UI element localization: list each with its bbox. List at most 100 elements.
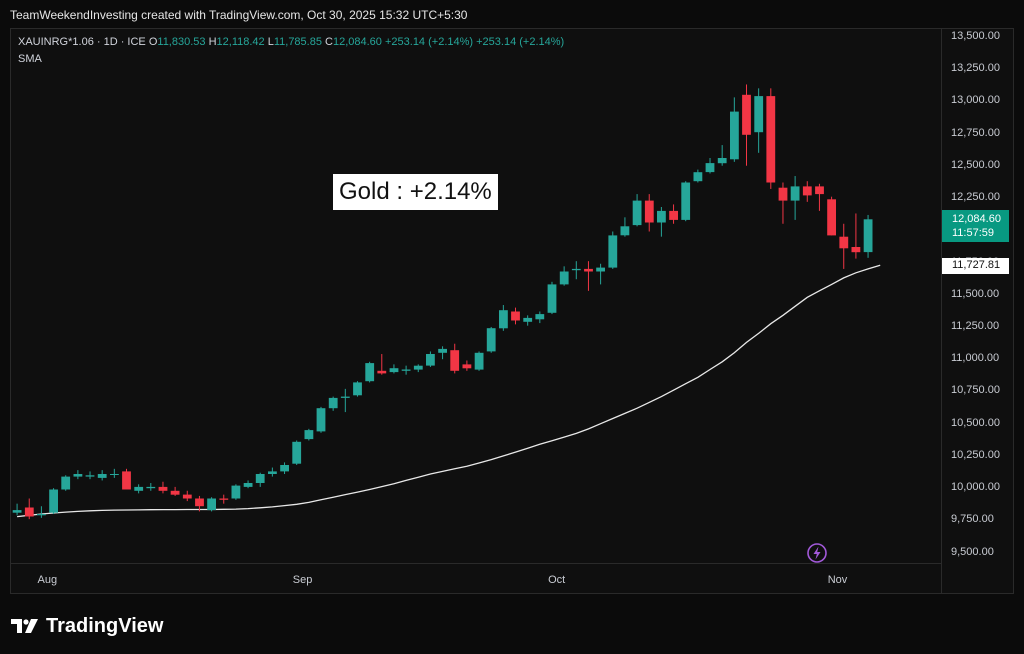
candle[interactable] — [620, 217, 630, 237]
candle[interactable] — [815, 183, 824, 211]
candle[interactable] — [742, 84, 751, 166]
candle[interactable] — [766, 88, 776, 189]
candle[interactable] — [693, 169, 703, 183]
candle[interactable] — [778, 182, 788, 224]
sma-price-value: 11,727.81 — [952, 259, 1001, 271]
candle[interactable] — [146, 483, 156, 491]
candle[interactable] — [49, 488, 58, 514]
candle[interactable] — [134, 484, 144, 494]
candle[interactable] — [523, 315, 533, 326]
candle-body — [328, 397, 338, 409]
candle[interactable] — [292, 440, 302, 465]
candle[interactable] — [438, 346, 447, 360]
candle[interactable] — [571, 261, 581, 280]
candle[interactable] — [304, 428, 314, 441]
candle[interactable] — [790, 176, 800, 220]
candle[interactable] — [219, 494, 229, 504]
candle[interactable] — [12, 503, 22, 516]
candle[interactable] — [73, 470, 83, 480]
candle[interactable] — [474, 351, 484, 371]
candle[interactable] — [110, 468, 119, 478]
candle[interactable] — [535, 311, 545, 324]
candle[interactable] — [802, 181, 812, 202]
bar-countdown: 11:57:59 — [952, 227, 995, 239]
candle[interactable] — [389, 364, 399, 374]
candle[interactable] — [584, 261, 593, 291]
candle[interactable] — [37, 506, 46, 518]
candle[interactable] — [122, 468, 131, 490]
candle[interactable] — [316, 406, 326, 433]
candle[interactable] — [195, 495, 204, 512]
candle[interactable] — [255, 472, 265, 487]
candle[interactable] — [559, 266, 569, 286]
time-axis-separator — [11, 563, 941, 564]
candle[interactable] — [717, 145, 727, 166]
candle[interactable] — [170, 486, 180, 496]
candle[interactable] — [426, 351, 435, 367]
candle[interactable] — [413, 364, 423, 373]
candle[interactable] — [353, 381, 362, 397]
symbol-legend[interactable]: XAUINRG*1.06 · 1D · ICE O11,830.53 H12,1… — [18, 36, 564, 48]
candle[interactable] — [97, 470, 107, 481]
price-chart[interactable] — [11, 29, 941, 563]
candle[interactable] — [657, 207, 666, 237]
attribution-text: TeamWeekendInvesting created with Tradin… — [10, 8, 468, 22]
candle-body — [377, 370, 387, 374]
candle[interactable] — [499, 305, 508, 331]
candle[interactable] — [669, 204, 678, 224]
candle[interactable] — [24, 498, 34, 520]
candle[interactable] — [377, 354, 387, 375]
candle[interactable] — [644, 194, 654, 232]
candle[interactable] — [839, 223, 849, 269]
lightning-alert-icon[interactable] — [806, 542, 828, 564]
price-tick-label: 9,500.00 — [951, 545, 994, 558]
candle[interactable] — [827, 196, 836, 236]
candle[interactable] — [486, 326, 496, 353]
price-tick-label: 13,250.00 — [951, 62, 1000, 74]
candle[interactable] — [730, 97, 739, 162]
candle[interactable] — [608, 231, 618, 269]
candle[interactable] — [511, 307, 520, 325]
candle-body — [340, 396, 350, 398]
candle[interactable] — [462, 360, 472, 371]
candle[interactable] — [182, 490, 192, 502]
candle-body — [705, 163, 715, 173]
candle-body — [754, 96, 764, 133]
candle[interactable] — [85, 471, 95, 480]
sma-line[interactable] — [17, 264, 881, 518]
candle[interactable] — [754, 88, 764, 153]
legend-close: 12,084.60 — [332, 36, 382, 48]
candle[interactable] — [365, 361, 375, 383]
candle[interactable] — [207, 497, 216, 512]
candle[interactable] — [681, 181, 691, 222]
candle[interactable] — [61, 475, 71, 491]
candle[interactable] — [231, 484, 241, 500]
candle-body — [353, 382, 362, 396]
price-tick-label: 11,500.00 — [951, 287, 1000, 300]
indicator-legend-sma[interactable]: SMA — [18, 53, 42, 65]
price-tick-label: 10,750.00 — [951, 384, 1000, 397]
candle-body — [559, 271, 569, 285]
candle[interactable] — [863, 214, 873, 258]
gold-annotation[interactable]: Gold : +2.14% — [333, 174, 498, 210]
candle[interactable] — [280, 462, 289, 474]
candle-body — [462, 364, 472, 369]
candle[interactable] — [158, 481, 168, 494]
candle[interactable] — [268, 467, 277, 477]
time-tick-label: Oct — [548, 574, 566, 586]
candle[interactable] — [705, 157, 715, 174]
legend-low-label: L — [267, 36, 274, 48]
candle-body — [37, 514, 46, 516]
tradingview-footer[interactable]: TradingView — [10, 612, 163, 640]
candle[interactable] — [547, 281, 557, 315]
candle[interactable] — [450, 343, 460, 374]
candle-body — [766, 96, 776, 183]
price-tick-label: 12,750.00 — [951, 126, 1000, 139]
candle[interactable] — [243, 480, 253, 489]
candle[interactable] — [340, 388, 350, 413]
candle[interactable] — [596, 263, 605, 285]
candle[interactable] — [328, 396, 338, 411]
candle[interactable] — [851, 213, 861, 259]
candle[interactable] — [401, 365, 411, 375]
candle[interactable] — [632, 194, 642, 227]
